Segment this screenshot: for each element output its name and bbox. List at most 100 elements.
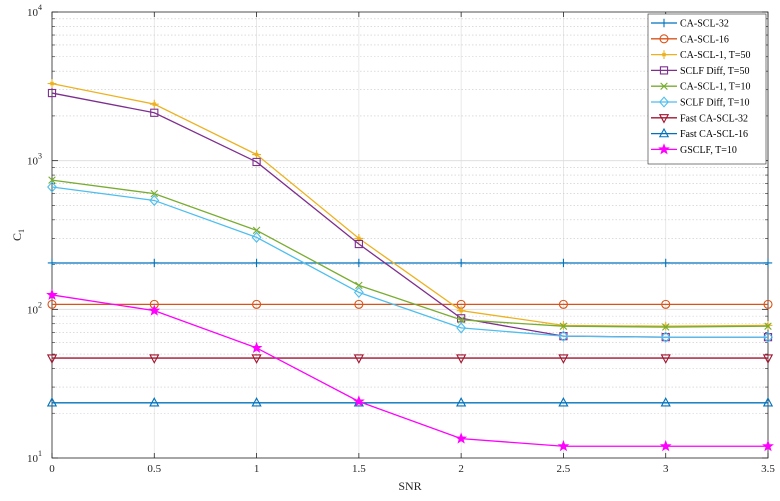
legend: CA-SCL-32 CA-SCL-16 CA-SCL-1, T=50 SCLF Dif… — [647, 13, 767, 165]
data-point — [763, 299, 773, 309]
legend-label: Fast CA-SCL-32 — [680, 113, 748, 124]
legend-entry: GSCLF, T=10 — [651, 143, 737, 156]
y-tick-label: 104 — [27, 3, 42, 19]
data-point — [660, 354, 671, 364]
legend-marker — [658, 114, 670, 124]
data-point — [558, 354, 569, 364]
legend-label: SCLF Diff, T=10 — [680, 98, 749, 109]
data-point — [661, 323, 670, 331]
data-point — [762, 397, 774, 407]
data-point — [252, 299, 262, 309]
data-point — [456, 322, 467, 334]
legend-entry: Fast CA-SCL-32 — [651, 113, 748, 124]
y-axis-label-main: C — [10, 233, 24, 241]
data-point — [558, 299, 568, 309]
data-point — [352, 395, 365, 407]
data-point — [764, 322, 772, 330]
tick-marks — [51, 11, 769, 459]
legend-entry: CA-SCL-16 — [651, 34, 729, 45]
legend-entry: CA-SCL-1, T=10 — [651, 82, 750, 93]
series-group — [46, 79, 774, 452]
data-point — [762, 354, 774, 364]
data-point — [456, 258, 466, 268]
legend-label: CA-SCL-16 — [680, 34, 729, 45]
x-tick-label: 0.5 — [147, 463, 161, 475]
data-point — [660, 331, 671, 343]
legend-entry: SCLF Diff, T=10 — [651, 96, 749, 109]
data-point — [46, 397, 58, 407]
data-point — [354, 258, 364, 268]
y-axis-label: C1 — [10, 229, 26, 241]
legend-entry: Fast CA-SCL-16 — [651, 127, 748, 140]
data-point — [456, 397, 467, 407]
data-point — [661, 299, 671, 309]
data-point — [47, 258, 57, 268]
series-6 — [47, 181, 773, 343]
data-point — [252, 258, 261, 268]
x-tick-labels: 0 0.5 1 1.5 2 2.5 3 3.5 — [49, 463, 775, 475]
legend-marker — [659, 66, 669, 75]
data-point — [46, 354, 58, 364]
y-tick-labels: 101 102 103 104 — [27, 3, 42, 465]
series-line — [51, 179, 769, 328]
legend-entry: SCLF Diff, T=50 — [651, 66, 749, 77]
x-tick-label: 1.5 — [352, 463, 366, 475]
data-point — [150, 108, 159, 117]
legend-marker — [659, 96, 669, 108]
legend-label: Fast CA-SCL-16 — [680, 129, 748, 140]
data-point — [150, 189, 159, 198]
data-point — [47, 181, 57, 193]
data-point — [149, 99, 159, 109]
data-point — [47, 79, 57, 88]
data-point — [149, 354, 160, 364]
data-point — [47, 88, 57, 98]
y-axis-label-subscript: 1 — [17, 229, 26, 233]
plot-frame — [51, 11, 769, 459]
series-line — [51, 186, 768, 338]
x-tick-label: 3.5 — [761, 463, 775, 475]
data-point — [353, 354, 364, 364]
legend-entry: CA-SCL-1, T=50 — [651, 50, 750, 61]
series-2 — [47, 299, 773, 309]
data-point — [46, 288, 58, 300]
x-tick-label: 2 — [458, 463, 464, 475]
data-point — [660, 397, 671, 407]
data-point — [251, 231, 262, 244]
series-9 — [46, 288, 774, 452]
y-tick-label: 102 — [27, 300, 42, 316]
data-point — [558, 397, 569, 407]
data-point — [250, 341, 263, 353]
legend-entry: CA-SCL-32 — [651, 19, 729, 30]
x-tick-label: 2.5 — [557, 463, 571, 475]
data-point — [47, 299, 57, 309]
series-5 — [48, 176, 772, 331]
data-point — [149, 194, 160, 207]
data-point — [455, 432, 468, 444]
data-point — [354, 299, 364, 309]
data-point — [558, 330, 569, 342]
legend-marker — [659, 34, 669, 44]
data-point — [252, 157, 261, 167]
data-point — [456, 354, 467, 364]
data-point — [557, 440, 570, 452]
y-tick-label: 103 — [27, 152, 42, 168]
data-point — [763, 258, 773, 268]
legend-label: CA-SCL-1, T=10 — [680, 82, 750, 93]
svg-text:C1: C1 — [10, 229, 26, 241]
series-7 — [46, 354, 774, 364]
data-point — [762, 440, 774, 452]
legend-marker — [658, 127, 670, 138]
data-point — [659, 440, 672, 452]
data-point — [251, 354, 262, 364]
data-point — [148, 304, 161, 316]
series-1 — [47, 258, 773, 268]
data-point — [763, 331, 773, 343]
data-point — [149, 397, 160, 407]
legend-marker — [659, 18, 669, 28]
data-point — [355, 281, 363, 290]
x-tick-label: 1 — [254, 463, 260, 475]
legend-label: CA-SCL-32 — [680, 19, 729, 30]
legend-label: CA-SCL-1, T=50 — [680, 50, 750, 61]
data-point — [252, 150, 261, 159]
